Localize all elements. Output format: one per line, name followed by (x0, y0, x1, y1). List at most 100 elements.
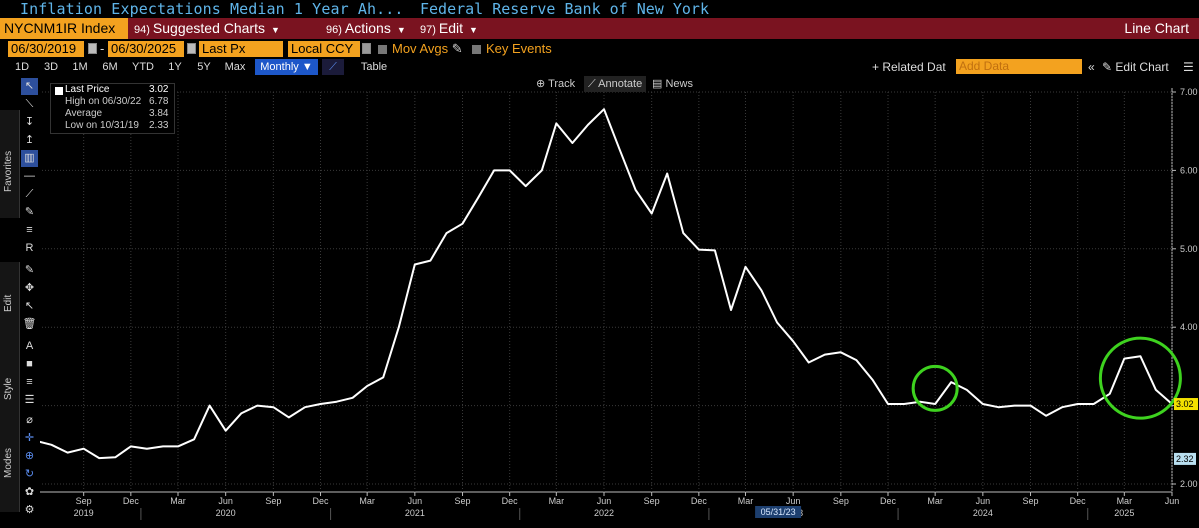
refresh-icon[interactable]: ↻ (24, 468, 35, 480)
chart-grid (34, 88, 1173, 493)
brush-icon[interactable]: ⟋ (25, 188, 34, 200)
x-year-label: 2022 (594, 508, 614, 518)
palette-icon[interactable]: ✿ (24, 486, 35, 498)
x-tick-label: Dec (313, 496, 330, 506)
x-year-label: 2024 (973, 508, 993, 518)
style-tab-label: Style (3, 377, 14, 400)
menu-bar: NYCNM1IR Index 94) Suggested Charts ▼ 96) A… (0, 18, 1199, 39)
x-tick-label: Sep (455, 496, 471, 506)
favorites-tab[interactable]: Favorites (0, 110, 20, 218)
period-1m-button[interactable]: 1M (72, 61, 88, 73)
period-6m-button[interactable]: 6M (102, 61, 118, 73)
security-title: Inflation Expectations Median 1 Year Ah.… (20, 0, 404, 18)
text-style-icon[interactable]: A (25, 340, 34, 352)
period-1y-button[interactable]: 1Y (168, 61, 182, 73)
crosshair-icon[interactable]: ✛ (24, 432, 35, 444)
x-tick-label: Sep (644, 496, 660, 506)
news-label: News (665, 78, 693, 90)
actions-menu[interactable]: 96) Actions ▼ (326, 18, 406, 39)
news-button[interactable]: ▤ News (652, 76, 693, 92)
track-button[interactable]: ⊕ Track (536, 76, 575, 92)
edit-chart-button[interactable]: ✎ Edit Chart (1102, 59, 1169, 75)
frequency-label: Monthly (260, 61, 299, 73)
x-tick-label: Mar (549, 496, 565, 506)
period-max-button[interactable]: Max (224, 61, 246, 73)
x-tick-label: Mar (738, 496, 754, 506)
layers-icon[interactable]: ≡ (26, 224, 33, 236)
annotate-label: Annotate (598, 78, 643, 90)
chart-type-title: Line Chart (1124, 20, 1189, 36)
eraser-icon[interactable]: ⌀ (26, 414, 33, 426)
side-toolbar: Favorites Edit Style Modes ↖ ⟍ ↧ ↥ ▥ — ⟋… (0, 76, 40, 528)
draw-line-icon[interactable]: ⟍ (25, 98, 34, 110)
end-date-input[interactable]: 06/30/2025 (108, 41, 184, 57)
style-tab[interactable]: Style (0, 354, 20, 434)
modes-tab[interactable]: Modes (0, 420, 20, 512)
period-3d-button[interactable]: 3D (43, 61, 59, 73)
suggested-charts-menu[interactable]: 94) Suggested Charts ▼ (134, 18, 280, 39)
start-date-input[interactable]: 06/30/2019 (8, 41, 84, 57)
table-button[interactable]: Table (360, 61, 388, 73)
cursor-icon[interactable]: ↖ (21, 78, 38, 95)
checkbox-icon (472, 45, 481, 54)
y-axis: 2.003.004.005.006.007.003.022.32 (1172, 87, 1198, 489)
period-ytd-button[interactable]: YTD (132, 61, 154, 73)
ticker-field[interactable]: NYCNM1IR Index (0, 18, 128, 39)
chevron-down-icon: ▼ (469, 25, 478, 35)
line-weight-icon[interactable]: ☰ (24, 394, 35, 406)
chart-highlights (911, 336, 1182, 420)
x-tick-label: Mar (1117, 496, 1133, 506)
key-events-toggle[interactable]: Key Events (472, 41, 552, 57)
horizontal-line-icon[interactable]: — (24, 170, 35, 182)
last-value-label: 3.02 (1176, 399, 1194, 409)
fibonacci-icon[interactable]: ▥ (21, 150, 38, 167)
scale-alt-icon[interactable]: ↥ (24, 134, 35, 146)
field-select[interactable]: Last Px (199, 41, 283, 57)
chevron-down-icon[interactable] (362, 43, 371, 54)
period-5y-button[interactable]: 5Y (197, 61, 211, 73)
chart-legend: Last Price 3.02 High on 06/30/22 6.78 Av… (50, 83, 175, 134)
line-style-icon[interactable]: ≡ (26, 376, 33, 388)
x-year-label: 2025 (1114, 508, 1134, 518)
x-tick-label: Sep (76, 496, 92, 506)
zoom-icon[interactable]: ⊕ (24, 450, 35, 462)
marker-icon[interactable]: ✎ (24, 206, 35, 218)
edit-menu[interactable]: 97) Edit ▼ (420, 18, 478, 39)
edit-tab[interactable]: Edit (0, 262, 20, 354)
x-tick-label: Jun (786, 496, 801, 506)
crosshair-date-label: 05/31/23 (761, 507, 796, 517)
currency-select[interactable]: Local CCY (288, 41, 360, 57)
settings-gear-icon[interactable]: ⚙ (24, 504, 35, 516)
legend-high-label: High on 06/30/22 (65, 96, 142, 107)
y-tick-label: 4.00 (1180, 322, 1198, 332)
fill-icon[interactable]: ■ (26, 358, 33, 370)
calendar-icon[interactable] (187, 43, 196, 54)
pen-icon[interactable]: ✎ (24, 264, 35, 276)
highlight-circle (1098, 336, 1182, 420)
chevron-down-icon: ▼ (396, 25, 406, 35)
scale-icon[interactable]: ↧ (24, 116, 35, 128)
legend-low-label: Low on 10/31/19 (65, 120, 139, 131)
related-data-button[interactable]: + Related Dat (872, 60, 946, 74)
menu-icon[interactable]: ☰ (1183, 60, 1194, 74)
add-data-input[interactable]: Add Data (956, 59, 1082, 74)
edit-tab-label: Edit (3, 294, 14, 312)
track-label: Track (548, 78, 576, 90)
calendar-icon[interactable] (88, 43, 97, 54)
regression-icon[interactable]: R (25, 242, 34, 254)
key-events-label: Key Events (486, 41, 552, 56)
period-1d-button[interactable]: 1D (14, 61, 30, 73)
move-icon[interactable]: ✥ (24, 282, 35, 294)
collapse-icon[interactable]: « (1088, 60, 1095, 74)
annotate-button[interactable]: ⟋ Annotate (584, 76, 647, 92)
pointer-icon[interactable]: ↖ (24, 300, 35, 312)
x-tick-label: Sep (265, 496, 281, 506)
highlight-circle (911, 364, 959, 412)
line-chart-icon[interactable]: ⟋ (322, 59, 344, 75)
trash-icon[interactable]: 🗑 (22, 318, 37, 330)
data-source: Federal Reserve Bank of New York (420, 0, 709, 18)
frequency-select[interactable]: Monthly ▼ (255, 59, 318, 75)
chart-tool-strip: ⊕ Track ⟋ Annotate ▤ News (532, 76, 702, 92)
mov-avgs-toggle[interactable]: Mov Avgs ✎ (378, 41, 463, 57)
